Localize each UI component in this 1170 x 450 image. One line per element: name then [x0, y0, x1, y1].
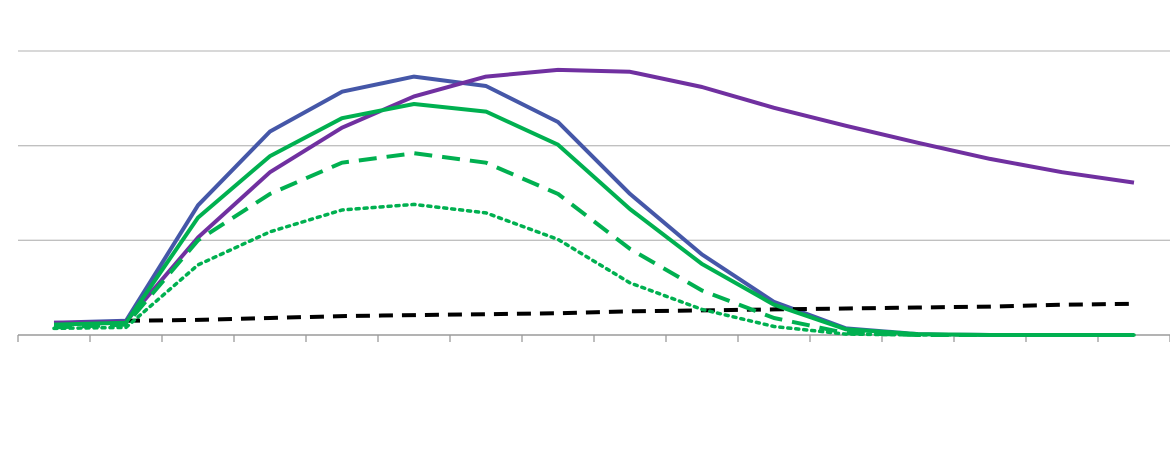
series-line-green-dashed — [53, 151, 1134, 337]
series-line-green-dotted — [52, 202, 1136, 337]
series-line-blue — [53, 74, 1134, 337]
series-line-green-solid — [53, 102, 1134, 337]
series-line-purple — [53, 67, 1135, 325]
gridlines — [18, 50, 1170, 241]
series-line-black-dashed — [125, 301, 1135, 323]
series-lines — [52, 67, 1136, 337]
